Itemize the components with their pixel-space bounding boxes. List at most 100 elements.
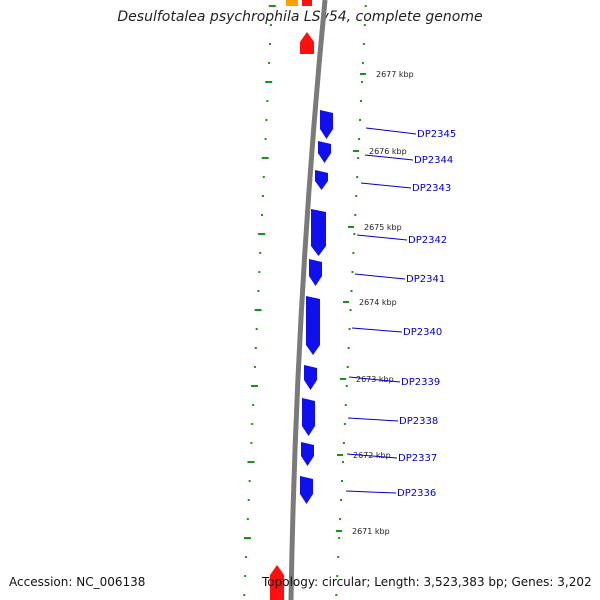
outer-tick [266, 100, 269, 102]
outer-tick-track [243, 5, 276, 596]
gene-label[interactable]: DP2340 [403, 327, 442, 338]
kbp-tick [353, 150, 359, 152]
kbp-label: 2674 kbp [359, 298, 397, 307]
kbp-tick [343, 301, 349, 303]
genome-backbone [288, 0, 328, 600]
kbp-label: 2677 kbp [376, 70, 414, 79]
inner-tick [360, 81, 363, 83]
outer-tick [253, 366, 256, 368]
outer-tick [268, 43, 271, 45]
gene-arrow[interactable] [320, 110, 333, 139]
gene-leader-line [346, 453, 398, 459]
inner-tick [336, 575, 339, 577]
kbp-label: 2671 kbp [352, 527, 390, 536]
inner-tick [361, 62, 364, 64]
map-title: Desulfotalea psychrophila LSv54, complet… [117, 9, 483, 25]
gene-arrow[interactable] [315, 170, 328, 190]
gene-arrow[interactable] [301, 442, 314, 466]
gene-leader-line [351, 327, 403, 333]
inner-tick [339, 518, 342, 520]
gene-features [270, 0, 333, 600]
kbp-tick [360, 73, 366, 75]
outer-tick [250, 442, 253, 444]
inner-tick [359, 119, 362, 121]
gene-leader-line [347, 417, 399, 422]
gene-leader-line [354, 273, 406, 280]
gene-arrow[interactable] [302, 398, 315, 436]
kbp-label: 2676 kbp [369, 147, 407, 156]
inner-tick [354, 214, 357, 216]
gene-arrow[interactable] [304, 365, 317, 390]
inner-tick [348, 328, 351, 330]
gene-label[interactable]: DP2342 [408, 235, 447, 246]
kbp-tick [336, 530, 342, 532]
outer-tick [259, 252, 262, 254]
gene-leader-line [348, 376, 401, 383]
inner-tick [357, 157, 360, 159]
inner-tick [363, 24, 366, 26]
gene-label[interactable]: DP2339 [401, 377, 440, 388]
inner-tick [342, 442, 345, 444]
kbp-tick [348, 226, 354, 228]
gene-leader-line [365, 127, 417, 135]
gene-label-group[interactable]: DP2345 DP2344 DP2343 DP2342 DP2341 DP2340 DP23… [345, 127, 456, 499]
gene-arrow[interactable] [318, 141, 331, 163]
outer-tick [251, 423, 254, 425]
gene-arrow-red[interactable] [270, 565, 284, 600]
outer-tick [243, 594, 246, 596]
outer-tick [244, 575, 247, 577]
outer-tick [248, 480, 251, 482]
outer-tick [245, 556, 248, 558]
inner-tick [341, 461, 344, 463]
gene-leader-line [360, 182, 412, 189]
inner-tick [353, 233, 356, 235]
inner-tick [341, 480, 343, 482]
outer-tick [268, 62, 271, 64]
kbp-tick [337, 454, 343, 456]
outer-tick [265, 119, 268, 121]
gene-label[interactable]: DP2344 [414, 155, 453, 166]
gene-arrow[interactable] [306, 296, 320, 355]
outer-tick [247, 461, 255, 463]
outer-tick [261, 195, 264, 197]
outer-tick [261, 157, 269, 159]
inner-tick [346, 366, 349, 368]
inner-tick [347, 347, 350, 349]
gene-arrow[interactable] [311, 209, 326, 256]
kbp-label: 2675 kbp [364, 223, 402, 232]
inner-tick [350, 290, 353, 292]
gene-arrow[interactable] [300, 476, 313, 504]
outer-tick [264, 138, 267, 140]
outer-tick [262, 176, 265, 178]
outer-tick [254, 347, 257, 349]
inner-tick [340, 499, 343, 501]
inner-tick [338, 537, 341, 539]
outer-tick [252, 404, 255, 406]
gene-label[interactable]: DP2341 [406, 274, 445, 285]
gene-label[interactable]: DP2336 [397, 488, 436, 499]
inner-tick [349, 309, 352, 311]
kbp-tick [340, 378, 346, 380]
inner-tick [356, 176, 359, 178]
gene-block-orange [286, 0, 298, 6]
outer-tick [257, 290, 260, 292]
gene-label[interactable]: DP2338 [399, 416, 438, 427]
inner-tick [355, 195, 358, 197]
outer-tick [247, 499, 250, 501]
outer-tick [261, 214, 264, 216]
gene-label[interactable]: DP2337 [398, 453, 437, 464]
outer-tick [246, 518, 249, 520]
gene-label[interactable]: DP2345 [417, 129, 456, 140]
outer-tick [254, 309, 262, 311]
gene-arrow[interactable] [309, 259, 322, 286]
inner-tick [351, 271, 354, 273]
inner-tick [337, 556, 340, 558]
gene-arrow-red[interactable] [300, 32, 314, 54]
inner-tick [358, 138, 361, 140]
gene-label[interactable]: DP2343 [412, 183, 451, 194]
outer-tick [258, 233, 266, 235]
gene-leader-line [356, 234, 408, 241]
inner-tick [362, 43, 365, 45]
inner-tick [352, 252, 355, 254]
